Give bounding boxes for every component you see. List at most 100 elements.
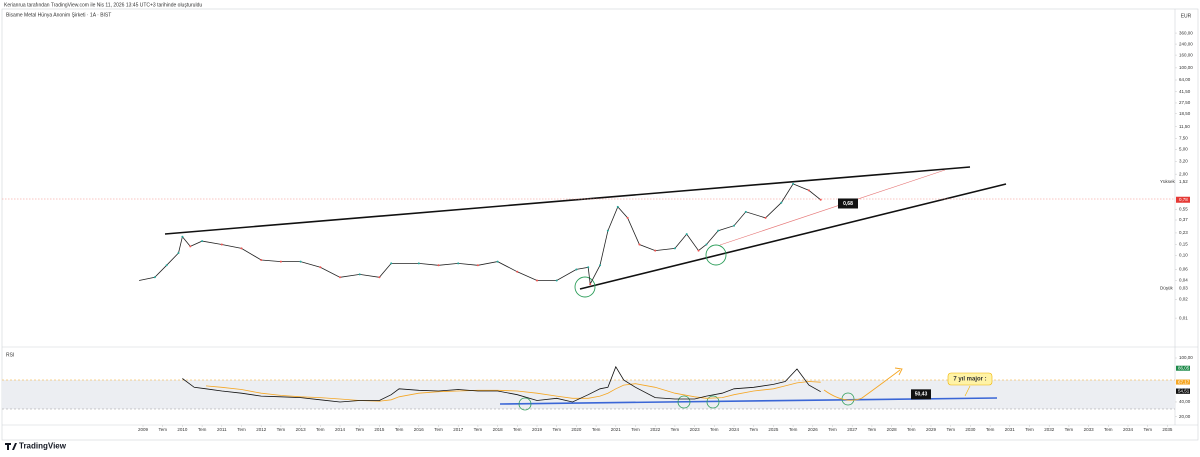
x-tick-label: 2010	[177, 427, 188, 432]
price-point	[764, 216, 767, 219]
x-tick-label: Tem	[434, 427, 443, 432]
y-tick-label: 100,00	[1179, 65, 1193, 70]
price-point	[606, 229, 609, 232]
rsi-line	[182, 365, 821, 403]
high-label: 1,52	[1179, 179, 1188, 184]
price-point	[177, 251, 180, 254]
price-point	[378, 276, 381, 279]
y-tick-label: 3,20	[1179, 159, 1188, 164]
rsi-marker-label: 54,51	[1178, 389, 1190, 394]
x-tick-label: Tem	[789, 427, 798, 432]
y-tick-label: 27,50	[1179, 100, 1191, 105]
price-point	[697, 249, 700, 252]
y-tick-label: 0,06	[1179, 267, 1188, 272]
price-point	[555, 279, 558, 282]
price-point	[654, 249, 657, 252]
x-tick-label: 2021	[611, 427, 622, 432]
price-point	[638, 243, 641, 246]
trendline-upper	[164, 166, 971, 235]
logo-icon	[5, 443, 17, 450]
x-tick-label: Tem	[907, 427, 916, 432]
x-tick-label: Tem	[1143, 427, 1152, 432]
price-point	[476, 264, 479, 267]
price-point	[807, 189, 810, 192]
x-tick-label: Tem	[513, 427, 522, 432]
annotation-label: 0,68	[843, 201, 853, 207]
price-point	[516, 270, 519, 273]
price-point	[260, 258, 263, 261]
x-tick-label: 2032	[1044, 427, 1055, 432]
price-point	[201, 240, 204, 243]
rsi-tick-label: 20,00	[1179, 414, 1191, 419]
x-tick-label: 2012	[256, 427, 267, 432]
rsi-marker-label: 86,05	[1178, 365, 1190, 370]
x-tick-label: Tem	[749, 427, 758, 432]
x-tick-label: 2033	[1084, 427, 1095, 432]
trendline-lower	[579, 183, 1007, 290]
price-point	[496, 260, 499, 263]
x-tick-label: 2026	[808, 427, 819, 432]
price-point	[279, 260, 282, 263]
price-point	[390, 262, 393, 265]
circle	[518, 397, 532, 411]
rsi-tick-label: 40,00	[1179, 399, 1191, 404]
x-tick-label: 2022	[650, 427, 661, 432]
y-tick-label: 5,00	[1179, 146, 1188, 151]
price-point	[705, 243, 708, 246]
currency: EUR	[1181, 13, 1192, 19]
x-tick-label: Tem	[198, 427, 207, 432]
y-tick-label: 7,50	[1179, 135, 1188, 140]
x-tick-label: 2017	[453, 427, 464, 432]
y-tick-label: 0,15	[1179, 242, 1188, 247]
y-tick-label: 18,50	[1179, 111, 1191, 116]
x-tick-label: Tem	[868, 427, 877, 432]
price-point	[165, 264, 168, 267]
price-point	[536, 279, 538, 282]
x-tick-label: 2027	[847, 427, 858, 432]
y-tick-label: 2,00	[1179, 171, 1188, 176]
x-tick-label: 2028	[887, 427, 898, 432]
x-tick-label: 2011	[217, 427, 227, 432]
circle	[677, 395, 691, 409]
x-tick-label: 2023	[690, 427, 701, 432]
price-point	[457, 262, 460, 265]
rsi-title: RSI	[6, 352, 14, 358]
price-point	[417, 262, 420, 265]
price-point	[587, 266, 590, 269]
price-point	[733, 224, 735, 227]
note: 7 yıl major :	[953, 377, 986, 383]
price-point	[437, 264, 440, 267]
x-tick-label: Tem	[1025, 427, 1034, 432]
price-point	[189, 245, 192, 248]
x-tick-label: 2020	[571, 427, 582, 432]
price-point	[780, 201, 783, 204]
y-tick-label: 0,04	[1179, 278, 1188, 283]
y-tick-label: 0,10	[1179, 253, 1188, 258]
price-point	[599, 264, 602, 267]
y-tick-label: 0,55	[1179, 206, 1188, 211]
x-tick-label: Tem	[395, 427, 404, 432]
x-tick-label: Tem	[946, 427, 955, 432]
x-tick-label: 2031	[1005, 427, 1016, 432]
price-point	[240, 247, 243, 250]
projection-arrow	[823, 369, 901, 401]
price-point	[673, 247, 676, 250]
price-point	[616, 205, 619, 208]
circle	[705, 244, 727, 266]
price-point	[220, 243, 223, 246]
frame	[1, 8, 1199, 441]
x-tick-label: 2030	[965, 427, 976, 432]
note-box	[947, 372, 993, 386]
price-point	[153, 276, 156, 279]
x-tick-label: 2013	[296, 427, 307, 432]
y-tick-label: 0,23	[1179, 230, 1188, 235]
price-point	[626, 216, 629, 219]
price-point	[792, 182, 795, 185]
last-price-label: 0,78	[1179, 197, 1188, 202]
rsi-ma-line	[205, 381, 821, 402]
price-point	[589, 283, 592, 286]
x-tick-label: Tem	[237, 427, 246, 432]
x-tick-label: 2009	[138, 427, 149, 432]
x-tick-label: Tem	[355, 427, 364, 432]
